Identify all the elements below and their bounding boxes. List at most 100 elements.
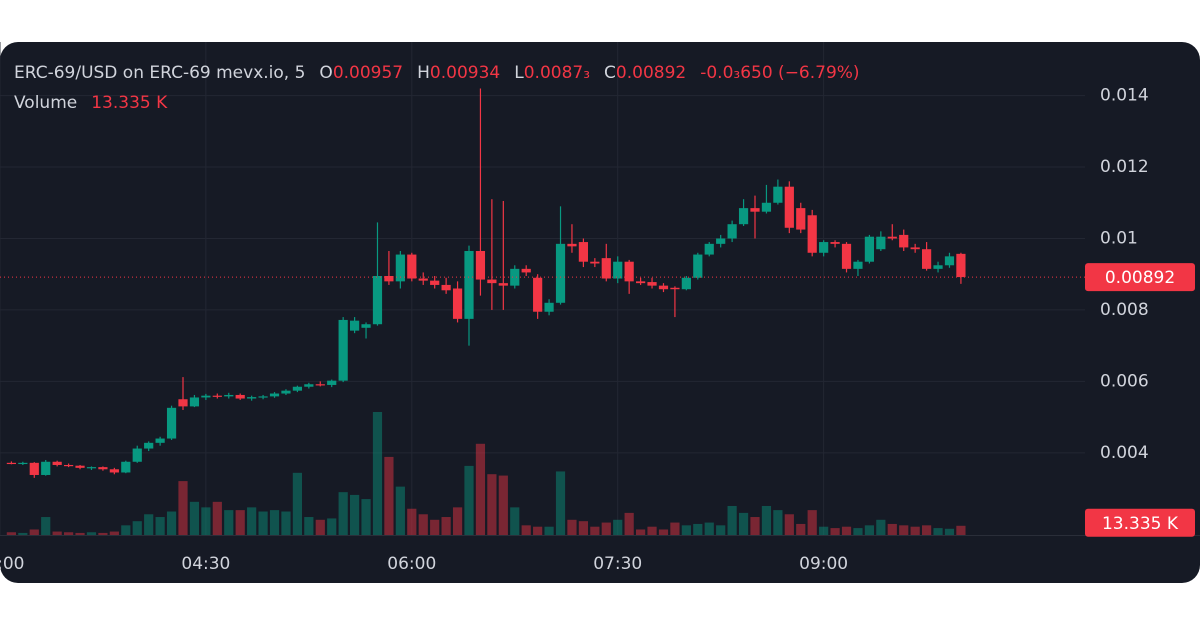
last-price-label: 0.00892 <box>1105 268 1175 288</box>
volume-bar <box>235 510 245 535</box>
volume-bar <box>258 511 268 535</box>
volume-bar <box>544 526 554 535</box>
volume-bar <box>304 517 314 535</box>
volume-bar <box>75 532 85 535</box>
volume-bar <box>281 511 291 535</box>
candle-body <box>864 236 874 262</box>
candle-body <box>6 462 16 465</box>
volume-bar <box>601 522 611 535</box>
volume-bar <box>510 507 520 535</box>
candle-body <box>956 253 966 278</box>
candle-body <box>18 462 28 465</box>
volume-bar <box>384 456 394 535</box>
candle-body <box>75 465 85 468</box>
candle-body <box>247 397 257 399</box>
candle-body <box>544 302 554 312</box>
volume-bar <box>464 465 474 535</box>
volume-bar <box>29 529 39 535</box>
ohlc-value: 0.00892 <box>615 63 687 83</box>
volume-bar <box>658 529 669 535</box>
volume-bar <box>876 519 886 535</box>
candle-body <box>796 208 806 230</box>
candle-body <box>498 283 508 286</box>
candle-body <box>41 461 51 475</box>
volume-bar <box>761 505 772 535</box>
volume-tag-label: 13.335 K <box>1102 514 1179 534</box>
volume-bar <box>98 532 108 535</box>
candle-body <box>178 399 188 407</box>
volume-bar <box>247 507 257 535</box>
volume-bar <box>681 525 691 535</box>
x-tick-label: 04:30 <box>181 554 230 574</box>
candle-body <box>910 247 920 250</box>
volume-bar <box>201 507 211 535</box>
candle-body <box>807 215 817 253</box>
volume-bar <box>784 514 794 535</box>
volume-bar <box>716 525 726 535</box>
ohlc-key: L <box>514 63 524 83</box>
volume-bar <box>944 528 955 535</box>
volume-bar <box>132 521 142 535</box>
candle-body <box>350 320 360 331</box>
candle-body <box>281 390 291 394</box>
volume-bar <box>613 519 623 535</box>
volume-bar <box>144 514 154 535</box>
ohlc-key: H <box>417 63 430 83</box>
candle-body <box>841 243 852 269</box>
volume-bar <box>555 471 566 535</box>
candle-body <box>533 277 543 312</box>
volume-bar <box>796 523 806 535</box>
volume-bar <box>887 523 897 535</box>
volume-bar <box>269 510 280 535</box>
volume-bar <box>624 512 634 535</box>
candle-body <box>407 254 417 279</box>
candle-body <box>853 261 863 269</box>
volume-bar <box>430 519 440 535</box>
volume-bar <box>372 412 383 535</box>
volume-bar <box>533 526 543 535</box>
volume-bar <box>189 501 200 535</box>
candle-body <box>704 243 714 255</box>
volume-bar <box>121 525 131 535</box>
volume-bar <box>52 531 62 535</box>
volume-title: Volume <box>14 93 78 113</box>
volume-bar <box>910 526 920 535</box>
volume-bar <box>750 517 760 535</box>
candle-body <box>235 394 245 399</box>
volume-bar <box>853 528 863 535</box>
volume-bar <box>166 511 177 535</box>
candle-body <box>269 393 280 397</box>
volume-bar <box>327 518 337 535</box>
volume-bar <box>521 525 531 535</box>
ohlc: O0.00957 H0.00934 L0.0087₃ C0.00892 <box>305 58 686 88</box>
volume-bar <box>452 507 463 535</box>
candle-body <box>384 275 394 282</box>
volume-bar <box>338 492 348 535</box>
candle-body <box>475 250 486 280</box>
candle-body <box>590 261 600 264</box>
candle-body <box>258 396 268 398</box>
candle-body <box>86 467 97 469</box>
candle-body <box>327 380 337 385</box>
volume-bar <box>830 528 840 535</box>
volume-bar <box>224 510 234 535</box>
candle-body <box>773 186 783 203</box>
volume-bar <box>441 517 451 535</box>
candle-body <box>647 282 657 286</box>
candle-body <box>521 268 531 273</box>
candle-body <box>487 279 497 284</box>
volume-bar <box>418 514 428 535</box>
volume-bar <box>670 522 680 535</box>
volume-bar <box>64 532 74 535</box>
volume-bar <box>292 472 302 535</box>
y-tick-label: 0.01 <box>1100 228 1138 248</box>
volume-bar <box>773 510 783 535</box>
ohlc-key: C <box>604 63 616 83</box>
candle-body <box>121 461 131 473</box>
candle-body <box>109 469 119 473</box>
candle-body <box>784 186 794 228</box>
candle-body <box>613 261 623 279</box>
volume-bar <box>350 494 360 535</box>
candle-body <box>212 395 222 397</box>
